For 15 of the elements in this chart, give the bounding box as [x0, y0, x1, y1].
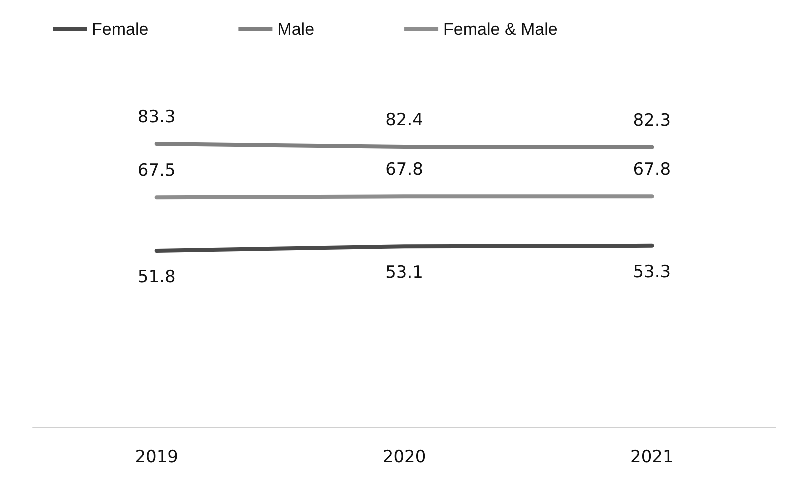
x-tick-label: 2020 [382, 448, 426, 468]
data-label: 53.1 [386, 263, 424, 284]
x-tick-label: 2021 [630, 448, 674, 468]
legend-label: Male [278, 20, 315, 39]
data-label: 53.3 [633, 262, 672, 282]
data-label: 67.8 [633, 160, 672, 180]
x-tick-label: 2019 [135, 448, 178, 468]
data-label: 67.8 [386, 160, 424, 180]
data-label: 82.4 [386, 110, 424, 131]
data-label: 82.3 [633, 110, 672, 131]
data-label: 83.3 [138, 108, 176, 128]
data-label: 67.5 [138, 161, 176, 182]
data-label: 51.8 [138, 268, 176, 288]
legend-label: Female & Male [444, 20, 558, 39]
legend-label: Female [92, 20, 149, 39]
